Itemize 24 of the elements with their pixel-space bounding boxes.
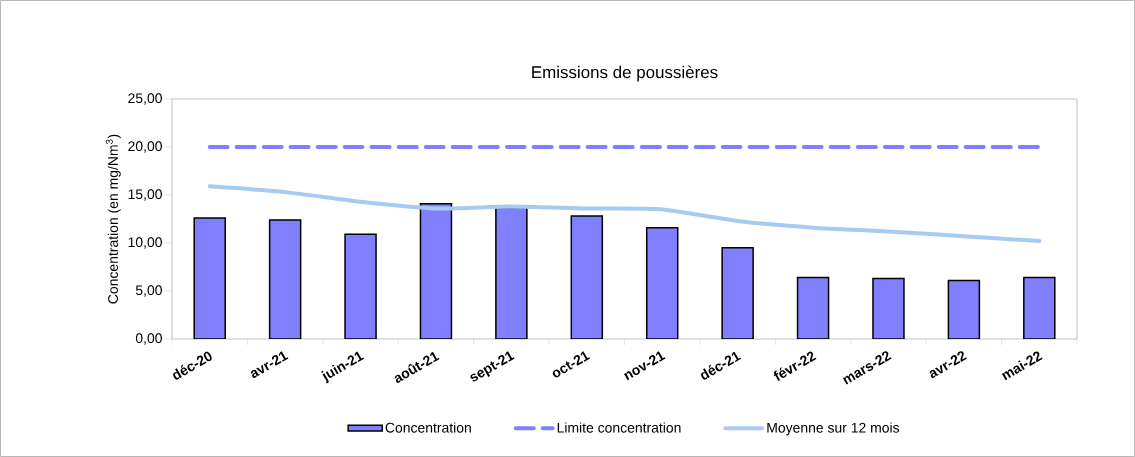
y-tick-label: 20,00: [128, 141, 162, 153]
bar: [344, 233, 377, 339]
bar: [268, 219, 302, 339]
y-tick-label: 15,00: [128, 189, 162, 201]
y-tick-label: 5,00: [135, 285, 162, 297]
y-tick-label: 0,00: [135, 333, 162, 345]
y-axis-title: Concentration (en mg/Nm$^{3}$): [105, 134, 121, 304]
y-tick-label: 10,00: [128, 237, 162, 249]
bar: [872, 277, 905, 339]
bar: [721, 247, 754, 339]
legend-label: Limite concentration: [557, 422, 681, 433]
line-series: [207, 184, 1042, 244]
legend-label: Concentration: [385, 422, 471, 433]
chart-title: Emissions de poussières: [532, 65, 718, 82]
bar: [419, 202, 453, 339]
y-tick-label: 25,00: [128, 93, 162, 105]
bar: [1023, 276, 1056, 339]
bar: [495, 206, 528, 339]
bar: [947, 279, 981, 339]
bar: [193, 217, 226, 339]
bar: [645, 226, 679, 339]
bar: [796, 276, 830, 339]
legend-label: Moyenne sur 12 mois: [767, 422, 900, 436]
bar: [570, 215, 604, 339]
